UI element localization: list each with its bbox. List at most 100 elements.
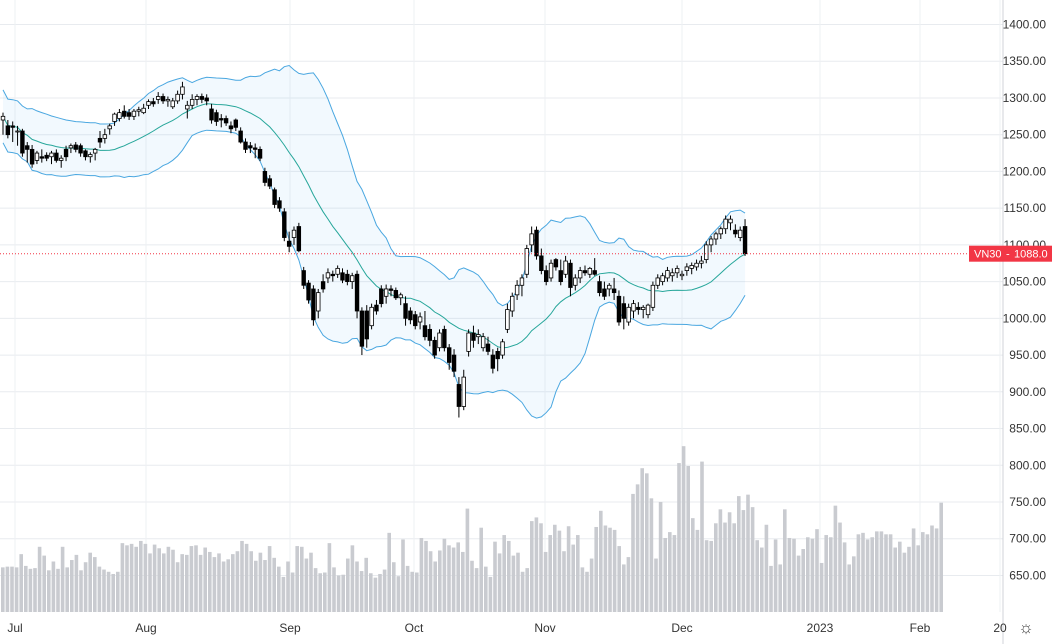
last-price-tag-bg	[969, 245, 1052, 262]
volume-bar	[921, 532, 925, 612]
candle-body	[704, 244, 709, 260]
volume-bar	[838, 522, 842, 612]
volume-bar	[235, 551, 240, 612]
volume-bar	[65, 567, 69, 612]
candle-body	[83, 150, 88, 158]
candle-body	[655, 277, 660, 286]
candle-body	[10, 125, 15, 128]
candle-body	[558, 270, 563, 283]
volume-bar	[401, 539, 405, 612]
volume-bar	[571, 544, 575, 612]
y-tick-label: 1300.00	[1003, 91, 1047, 105]
candle-body	[529, 233, 534, 246]
volume-bar	[88, 552, 92, 612]
candle-body	[422, 325, 428, 338]
candle-body	[607, 284, 612, 290]
candle-body	[616, 295, 622, 323]
candle-body	[403, 303, 408, 319]
tag-price: 1088.0	[1014, 249, 1048, 261]
volume-bar	[378, 573, 382, 612]
candle-body	[282, 211, 287, 238]
candle-body	[364, 310, 369, 340]
y-tick-label: 950.00	[1009, 348, 1046, 362]
candle-body	[340, 272, 345, 281]
volume-bar	[56, 568, 60, 612]
volume-bar	[700, 461, 704, 612]
volume-bar	[888, 534, 893, 612]
candle-body	[155, 96, 161, 100]
volume-bar	[907, 546, 911, 612]
volume-bar	[28, 568, 33, 612]
volume-bar	[934, 528, 939, 612]
volume-bar	[861, 532, 865, 612]
candle-body	[699, 260, 704, 264]
volume-bar	[681, 446, 686, 612]
candle-body	[587, 267, 593, 275]
volume-bar	[79, 570, 83, 612]
candle-body	[660, 275, 665, 283]
volume-bar	[300, 546, 304, 612]
candle-body	[49, 152, 54, 158]
y-tick-label: 800.00	[1009, 458, 1046, 472]
volume-bar	[19, 554, 23, 612]
candle-body	[25, 145, 30, 150]
volume-bar	[925, 534, 930, 612]
volume-bar	[120, 543, 125, 612]
candle-body	[577, 270, 583, 279]
volume-bar	[318, 573, 322, 612]
volume-bar	[346, 558, 350, 612]
volume-bar	[677, 463, 681, 612]
volume-bar	[801, 549, 805, 612]
volume-bar	[143, 543, 148, 612]
candle-body	[442, 328, 447, 349]
volume-bar	[456, 542, 460, 612]
y-tick-label: 1250.00	[1003, 128, 1047, 142]
volume-bar	[116, 571, 120, 612]
volume-bar	[603, 525, 608, 612]
volume-bar	[819, 562, 824, 612]
volume-bar	[727, 512, 732, 612]
volume-bar	[525, 568, 529, 612]
volume-bar	[760, 547, 764, 612]
candle-body	[597, 281, 602, 294]
bollinger-bands	[2, 64, 746, 419]
volume-bar	[543, 551, 548, 612]
candle-body	[175, 93, 180, 102]
volume-bar	[226, 559, 230, 612]
volume-bar	[74, 554, 79, 612]
candle-body	[209, 108, 214, 121]
candle-body	[180, 86, 185, 95]
settings-gear-icon[interactable]: ☼	[1018, 618, 1034, 637]
volume-bar	[778, 564, 782, 612]
candle-body	[379, 288, 384, 305]
candle-body	[466, 332, 471, 352]
volume-bar	[203, 547, 207, 612]
candle-body	[73, 144, 78, 150]
volume-bar	[902, 552, 907, 612]
volume-bar	[51, 561, 56, 612]
volume-bar	[286, 561, 290, 612]
volume-bar	[884, 534, 888, 612]
volume-bar	[589, 558, 594, 612]
volume-bar	[658, 501, 663, 612]
candle-body	[185, 104, 190, 110]
volume-bar	[148, 553, 152, 612]
candle-body	[5, 125, 11, 136]
y-tick-label: 1200.00	[1003, 164, 1047, 178]
candle-body	[738, 229, 743, 238]
candle-body	[54, 152, 59, 161]
volume-bar	[10, 566, 14, 612]
candle-body	[219, 118, 224, 121]
volume-bar	[447, 545, 451, 612]
candle-body	[495, 350, 500, 360]
volume-bar	[939, 502, 943, 612]
y-axis: 1400.00 1350.00 1300.00 1250.00 1200.00 1150.…	[1002, 0, 1047, 644]
candle-body	[126, 112, 132, 117]
volume-bar	[842, 542, 847, 612]
candle-body	[427, 328, 432, 341]
x-tick-label: 20	[993, 621, 1007, 635]
volume-bar	[672, 535, 677, 612]
volume-bar	[824, 535, 828, 612]
volume-bar	[852, 556, 856, 612]
